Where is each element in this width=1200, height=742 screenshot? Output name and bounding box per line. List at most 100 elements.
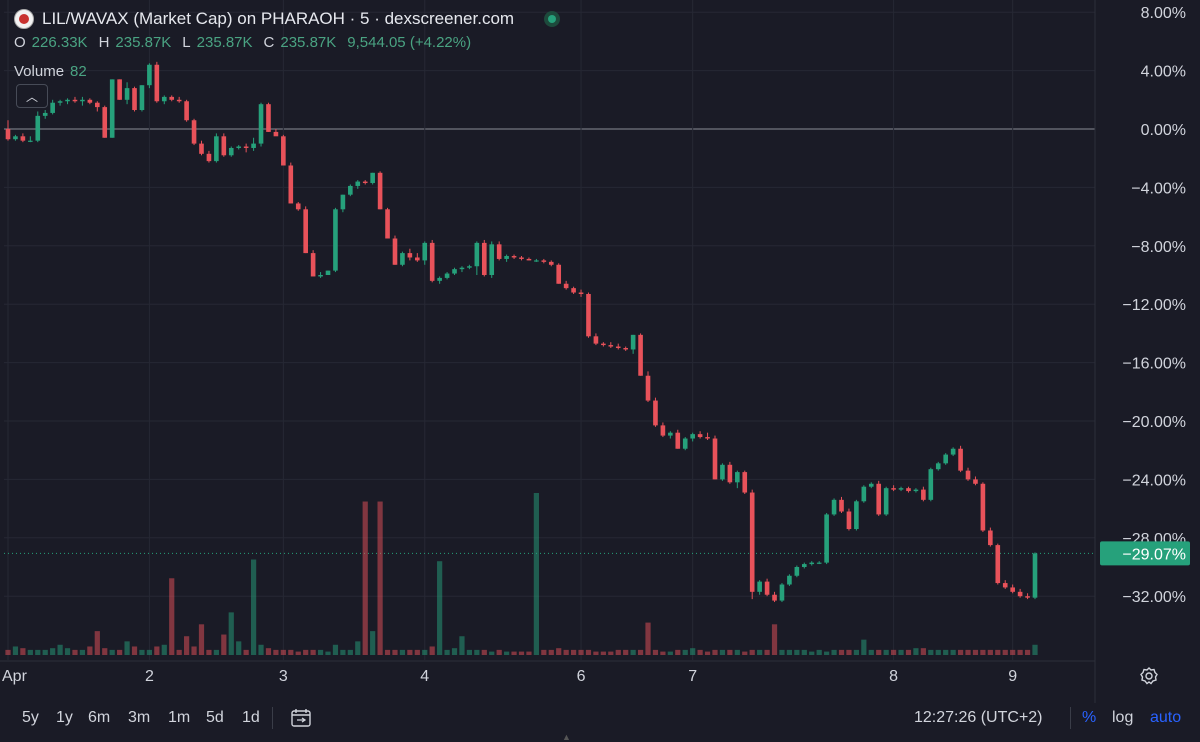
candle-body [87, 99, 93, 103]
volume-bar [935, 649, 941, 655]
high-label: H [98, 34, 110, 51]
timeframe-5d[interactable]: 5d [206, 709, 224, 726]
volume-bar [288, 649, 294, 655]
candle-body [883, 488, 889, 515]
volume-label: Volume [14, 63, 65, 80]
volume-bar [637, 649, 644, 655]
log-scale-toggle[interactable]: log [1112, 709, 1134, 726]
candle-body [348, 185, 353, 195]
volume-bar [846, 649, 852, 655]
candle-body [124, 88, 130, 100]
volume-bar [734, 649, 740, 655]
candle-body [1025, 596, 1030, 598]
volume-bar [124, 641, 130, 655]
candle-body [444, 273, 450, 278]
volume-bar [623, 649, 629, 655]
open-label: O [14, 34, 26, 51]
candle-body [757, 581, 762, 592]
volume-bar [593, 651, 599, 655]
candle-body [794, 567, 800, 576]
candle-body [712, 438, 718, 480]
candle-body [608, 345, 614, 347]
y-tick-label: 0.00% [1141, 122, 1186, 139]
timeframe-6m[interactable]: 6m [88, 709, 111, 726]
candle-body [236, 146, 242, 148]
candle-body [161, 96, 167, 102]
volume-bar [370, 631, 376, 655]
candle-body [950, 448, 956, 455]
timeframe-3m[interactable]: 3m [128, 709, 151, 726]
volume-bar [1024, 649, 1031, 655]
volume-bar [414, 649, 420, 655]
date-range-icon[interactable] [290, 708, 312, 728]
volume-bar [102, 648, 108, 655]
candle-body [697, 434, 703, 438]
timeframe-1y[interactable]: 1y [56, 709, 73, 726]
volume-bar [489, 651, 495, 655]
token-logo-icon [14, 9, 34, 29]
price-chart[interactable]: 8.00% 4.00% 0.00% −4.00% −8.00% −12.00% −16.00… [0, 0, 1200, 703]
chart-legend: LIL/WAVAX (Market Cap) on PHARAOH · 5 · … [14, 7, 561, 84]
candle-body [779, 584, 785, 601]
clock-display[interactable]: 12:27:26 (UTC+2) [914, 709, 1043, 726]
current-price-badge [1100, 541, 1190, 566]
volume-bar [146, 649, 153, 655]
candle-body [720, 464, 725, 480]
chart-title: LIL/WAVAX (Market Cap) on PHARAOH · 5 · … [42, 9, 515, 28]
candle-body [214, 136, 219, 162]
candle-body [787, 575, 792, 585]
candle-body [429, 242, 435, 281]
timeframe-5y[interactable]: 5y [22, 709, 39, 726]
candle-body [109, 79, 115, 138]
candle-body [139, 85, 145, 111]
candle-body [816, 562, 822, 564]
volume-bar [957, 649, 964, 655]
scroll-handle-icon[interactable]: ▲ [562, 732, 571, 742]
candle-body [199, 143, 204, 154]
candle-body [675, 432, 681, 449]
candle-body [1002, 583, 1008, 588]
candle-body [28, 140, 33, 142]
volume-bars [5, 493, 1038, 655]
candle-body [898, 488, 904, 490]
y-tick-label: 8.00% [1141, 5, 1186, 22]
candle-body [400, 253, 405, 265]
current-price-label: −29.07% [1122, 546, 1186, 563]
candle-body [310, 253, 316, 277]
volume-bar [444, 649, 450, 655]
volume-bar [749, 649, 755, 655]
volume-bar [176, 649, 182, 655]
candle-body [526, 258, 532, 261]
volume-bar [474, 649, 480, 655]
candle-body [772, 594, 777, 601]
volume-bar [809, 651, 815, 655]
candle-body [764, 581, 770, 595]
volume-bar [332, 644, 339, 655]
x-tick-label: 7 [688, 668, 697, 685]
candle-body [266, 104, 271, 132]
volume-bar [221, 634, 227, 655]
collapse-legend-button[interactable]: ︿ [16, 84, 48, 108]
volume-bar [206, 649, 212, 655]
candle-body [303, 209, 308, 254]
auto-scale-toggle[interactable]: auto [1150, 709, 1182, 726]
candle-body [995, 545, 1001, 584]
candle-body [467, 266, 472, 268]
timeframe-1d[interactable]: 1d [242, 709, 260, 726]
volume-bar [437, 561, 443, 655]
timeframe-1m[interactable]: 1m [168, 709, 191, 726]
candle-body [206, 153, 212, 162]
volume-bar [1010, 649, 1016, 655]
settings-gear-icon[interactable] [1139, 666, 1159, 686]
volume-bar [667, 651, 673, 655]
candle-body [749, 492, 755, 592]
volume-bar [861, 639, 867, 655]
candle-body [385, 209, 390, 239]
percent-scale-toggle[interactable]: % [1082, 709, 1097, 726]
candle-body [132, 88, 137, 111]
volume-bar [94, 631, 100, 655]
candle-body [891, 488, 896, 490]
grid-lines [0, 0, 1096, 703]
candle-body [42, 112, 48, 116]
candle-body [638, 334, 643, 376]
